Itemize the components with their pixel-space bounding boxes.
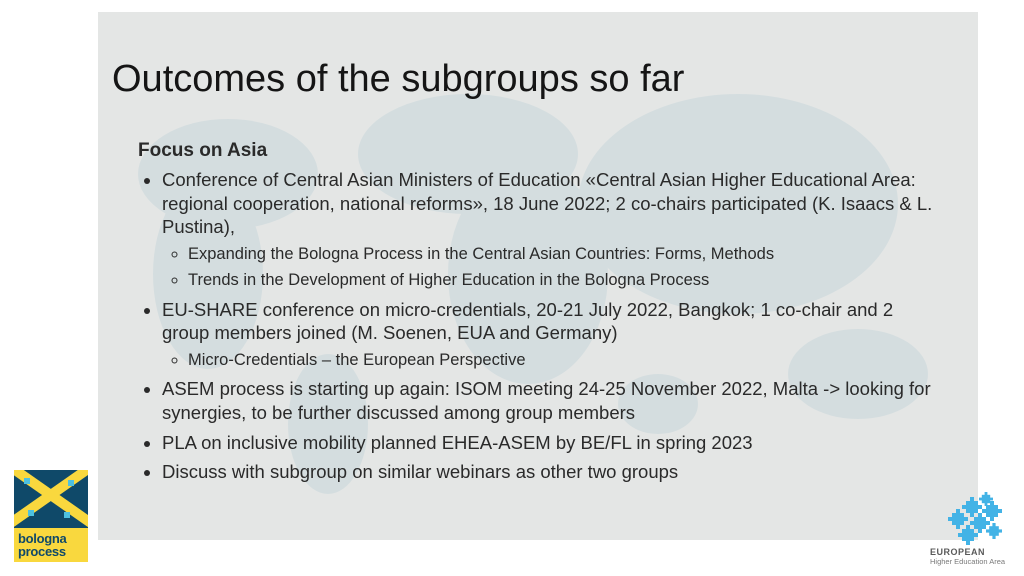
sub-bullet-list: Expanding the Bologna Process in the Cen… (162, 243, 938, 292)
sub-list-item: Expanding the Bologna Process in the Cen… (188, 243, 938, 265)
list-item: EU-SHARE conference on micro-credentials… (162, 298, 938, 372)
sub-list-item: Micro-Credentials – the European Perspec… (188, 349, 938, 371)
ehea-logo: EUROPEAN Higher Education Area (930, 495, 1016, 566)
list-item: ASEM process is starting up again: ISOM … (162, 377, 938, 424)
list-item: Discuss with subgroup on similar webinar… (162, 460, 938, 484)
subheading: Focus on Asia (138, 140, 938, 162)
body-content: Focus on Asia Conference of Central Asia… (138, 140, 938, 490)
list-item: Conference of Central Asian Ministers of… (162, 168, 938, 292)
slide-title: Outcomes of the subgroups so far (112, 58, 684, 101)
ehea-logo-mark (944, 495, 1002, 543)
content-panel: Outcomes of the subgroups so far Focus o… (98, 44, 978, 540)
slide: Outcomes of the subgroups so far Focus o… (0, 0, 1024, 576)
ehea-text-2: Higher Education Area (930, 557, 1016, 566)
ehea-text-1: EUROPEAN (930, 547, 1016, 557)
list-item: PLA on inclusive mobility planned EHEA-A… (162, 431, 938, 455)
sub-bullet-list: Micro-Credentials – the European Perspec… (162, 349, 938, 371)
sub-list-item: Trends in the Development of Higher Educ… (188, 269, 938, 291)
bologna-logo-text: bologna process (14, 528, 88, 562)
bologna-process-logo: bologna process (14, 470, 88, 562)
bullet-list: Conference of Central Asian Ministers of… (138, 168, 938, 484)
bologna-text-2: process (18, 545, 84, 558)
bologna-logo-mark (14, 470, 88, 528)
title-bar (98, 12, 978, 44)
